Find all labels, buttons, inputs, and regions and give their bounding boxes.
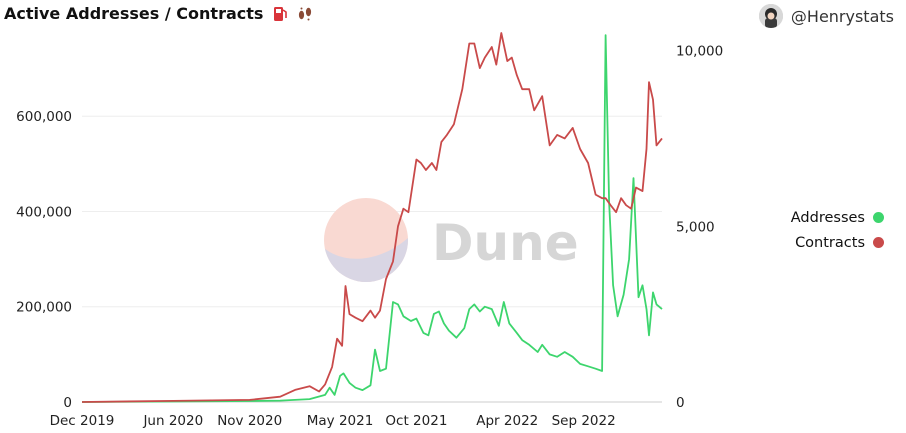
x-tick-label: Apr 2022 [476,413,538,429]
legend-swatch-contracts [873,237,884,248]
author-badge[interactable]: @Henrystats [758,4,894,28]
author-name: @Henrystats [790,6,894,26]
legend: Addresses Contracts [762,205,884,255]
legend-label-addresses: Addresses [790,209,865,226]
fuel-pump-icon [273,6,288,22]
avatar [758,4,783,28]
x-tick-label: May 2021 [307,413,374,429]
watermark-text: Dune [432,214,579,272]
x-tick-label: Nov 2020 [217,413,282,429]
legend-label-contracts: Contracts [795,234,865,251]
x-tick-label: Oct 2021 [385,413,447,429]
x-tick-label: Jun 2020 [142,413,203,429]
legend-item-addresses[interactable]: Addresses [762,205,884,230]
chart-title-text: Active Addresses / Contracts [4,4,264,23]
y-right-tick-label: 0 [676,395,685,411]
series-line-contracts[interactable] [81,32,663,403]
footprints-icon [297,6,312,22]
watermark-logo-bottom [324,238,408,282]
y-right-tick-label: 5,000 [676,219,715,235]
y-left-tick-label: 400,000 [16,204,72,220]
chart-title: Active Addresses / Contracts [4,4,312,23]
legend-swatch-addresses [873,212,884,223]
y-left-tick-label: 200,000 [16,300,72,316]
y-left-tick-label: 600,000 [16,109,72,125]
legend-item-contracts[interactable]: Contracts [762,230,884,255]
series-line-addresses[interactable] [81,34,663,403]
dune-watermark: Dune [324,198,579,282]
x-tick-label: Dec 2019 [50,413,115,429]
y-left-tick-label: 0 [63,395,72,411]
x-tick-label: Sep 2022 [552,413,616,429]
y-right-tick-label: 10,000 [676,44,723,60]
